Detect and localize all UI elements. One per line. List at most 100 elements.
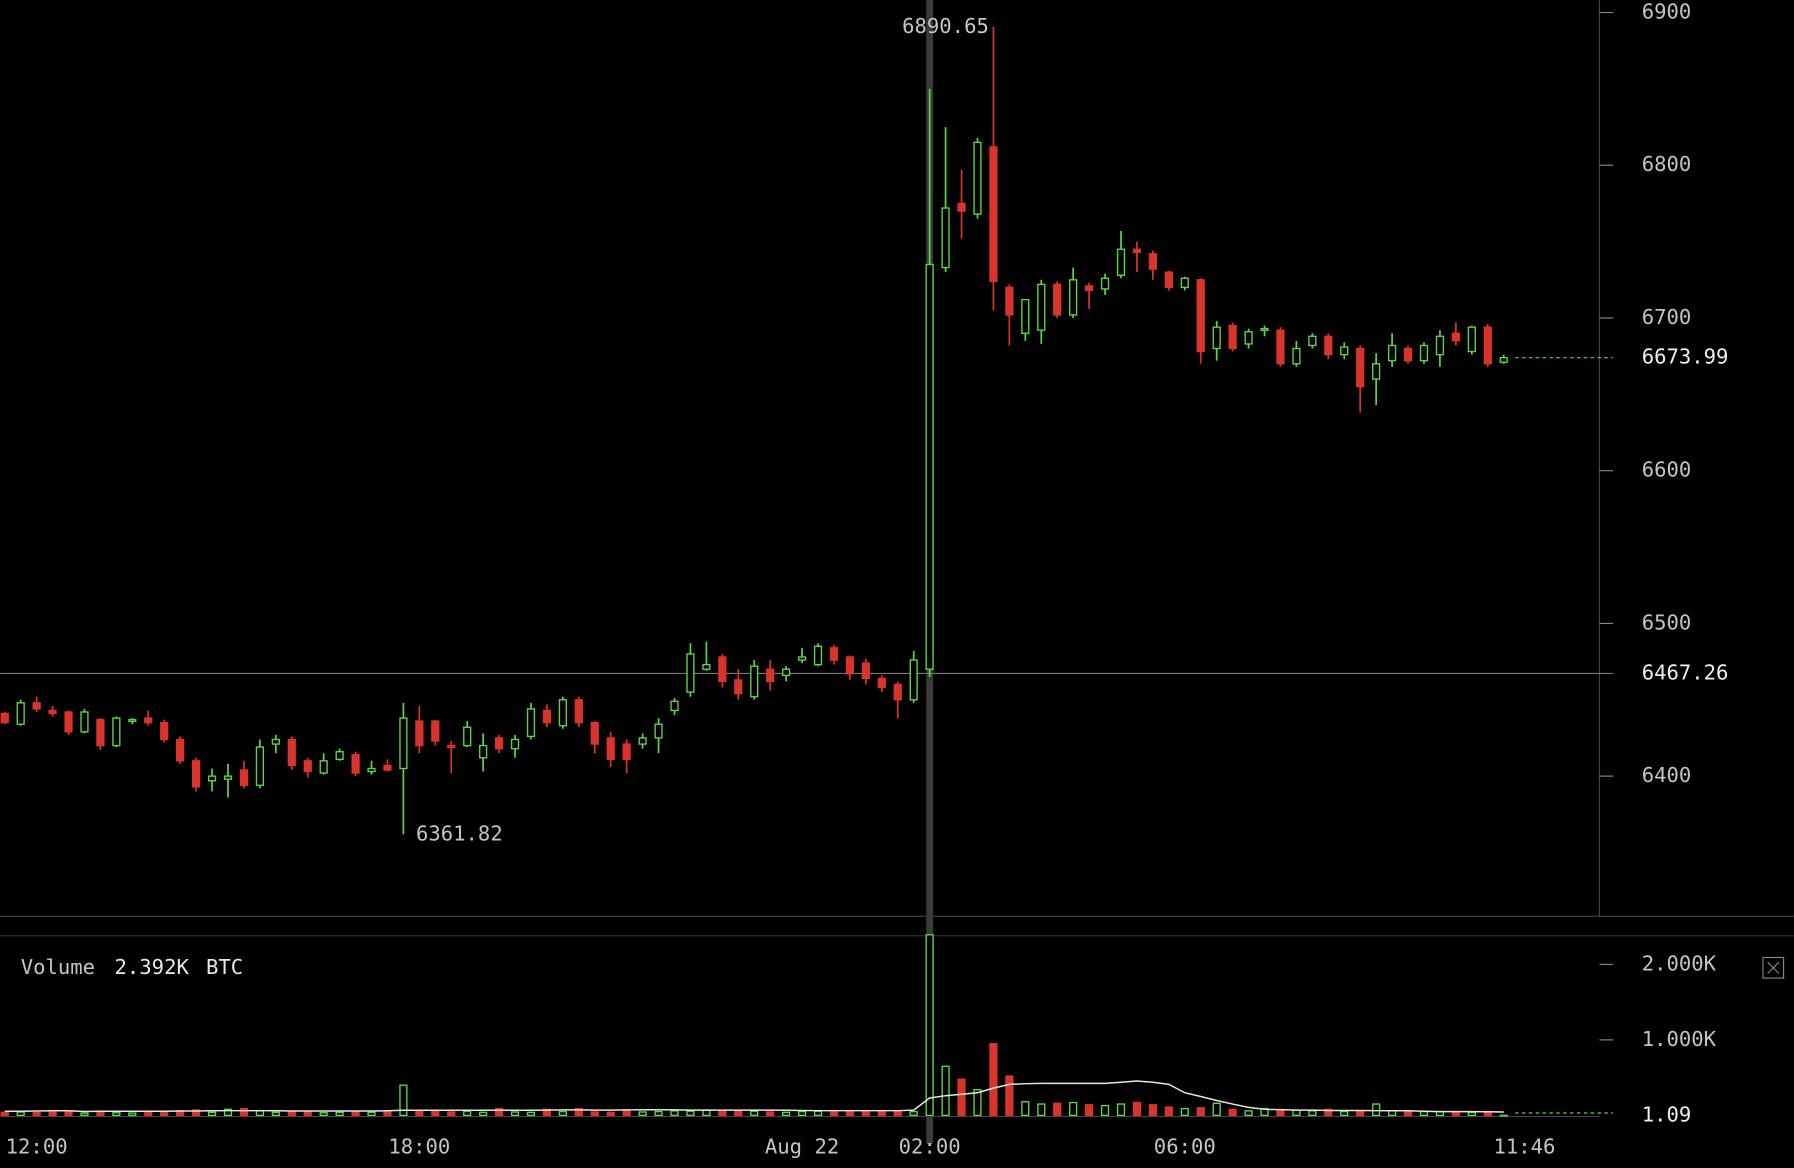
candle-body	[64, 711, 73, 733]
crosshair-price-label: 6467.26	[1642, 660, 1729, 684]
candle-body	[1212, 326, 1221, 350]
candle-body	[1419, 344, 1429, 362]
candle-body	[415, 720, 424, 747]
volume-bar	[590, 1111, 599, 1117]
candle-body	[654, 723, 663, 739]
candle-body	[1005, 286, 1014, 316]
close-box[interactable]	[1762, 956, 1785, 979]
volume-bar	[1244, 1110, 1253, 1117]
candle-body	[1260, 327, 1269, 332]
volume-bar	[1164, 1106, 1173, 1117]
volume-bar	[351, 1110, 360, 1117]
candle-body	[813, 645, 823, 666]
candle-body	[128, 718, 137, 723]
candle-body	[479, 744, 488, 759]
volume-bar	[1005, 1075, 1014, 1117]
candle-body	[670, 700, 679, 712]
candle-body	[48, 709, 57, 715]
volume-bar	[1069, 1101, 1078, 1117]
volume-bar	[1084, 1104, 1094, 1117]
close-x[interactable]	[1767, 961, 1780, 974]
volume-bar	[893, 1110, 902, 1117]
candle-body	[909, 659, 918, 701]
candle-body	[1387, 344, 1397, 362]
x-tick-label: 12:00	[6, 1134, 68, 1158]
volume-bar	[813, 1110, 823, 1117]
volume-bar	[1292, 1109, 1301, 1117]
candle-body	[1451, 332, 1461, 342]
volume-bar	[782, 1111, 791, 1117]
volume-bar	[1499, 1114, 1508, 1117]
candle-body	[766, 668, 775, 683]
candle-body	[829, 647, 839, 661]
volume-bar	[447, 1111, 456, 1117]
x-tick-label: Aug 22	[765, 1134, 839, 1158]
volume-bar	[463, 1110, 472, 1117]
y-tick-label: 6400	[1642, 763, 1692, 787]
volume-bar	[191, 1109, 201, 1117]
volume-bar	[160, 1110, 169, 1117]
candle-body	[734, 679, 743, 695]
volume-bar	[1324, 1108, 1333, 1117]
high-annotation: 6890.65	[902, 14, 989, 38]
candle-body	[399, 717, 408, 770]
volume-bar	[16, 1111, 25, 1117]
volume-bar	[638, 1111, 647, 1117]
candle-body	[463, 726, 472, 747]
last-volume-label: 1.09	[1642, 1102, 1692, 1126]
candle-body	[1276, 329, 1285, 365]
candle-body	[1148, 253, 1158, 270]
candle-body	[335, 751, 344, 761]
volume-bar	[0, 1111, 9, 1117]
volume-bar	[64, 1110, 73, 1117]
candle-body	[1069, 279, 1078, 316]
candle-body	[287, 738, 296, 767]
candle-body	[319, 760, 328, 774]
volume-bar	[941, 1065, 950, 1117]
candle-body	[638, 737, 647, 745]
volume-bar	[1419, 1110, 1429, 1117]
candle-body	[510, 738, 520, 750]
volume-bar	[1228, 1108, 1237, 1117]
candle-body	[542, 709, 552, 724]
x-tick-label: 18:00	[388, 1134, 450, 1158]
volume-bar	[287, 1110, 296, 1117]
volume-bar	[925, 934, 934, 1117]
candle-body	[750, 665, 759, 698]
low-annotation: 6361.82	[416, 821, 503, 845]
candle-body	[1435, 335, 1445, 356]
volume-bar	[1340, 1110, 1349, 1117]
y-tick-label: 6900	[1642, 0, 1692, 24]
candle-body	[1308, 335, 1317, 347]
volume-bar	[1467, 1111, 1476, 1117]
volume-bar	[479, 1111, 488, 1117]
volume-bar	[415, 1110, 424, 1117]
candle-body	[1499, 357, 1508, 363]
candle-body	[877, 677, 886, 689]
candle-body	[1196, 279, 1205, 353]
volume-bar	[957, 1078, 966, 1117]
volume-bar	[574, 1107, 583, 1117]
volume-bar	[670, 1110, 679, 1117]
close-button[interactable]	[1762, 956, 1785, 979]
volume-bar	[494, 1107, 504, 1117]
candle-body	[160, 721, 169, 741]
candle-body	[1340, 346, 1349, 356]
volume-bar	[1116, 1103, 1126, 1117]
volume-bar	[1132, 1101, 1142, 1117]
candle-body	[622, 743, 631, 761]
candle-body	[1244, 331, 1253, 345]
candle-body	[1164, 271, 1173, 289]
volume-bar	[1196, 1107, 1205, 1117]
candle-body	[239, 769, 249, 786]
candle-body	[32, 702, 41, 710]
volume-bar	[128, 1112, 137, 1117]
x-tick-label: 02:00	[899, 1134, 961, 1158]
volume-bar	[909, 1110, 918, 1117]
candle-body	[1324, 335, 1333, 356]
volume-bar	[1148, 1104, 1158, 1117]
candle-body	[1292, 347, 1301, 365]
y-tick-label: 6500	[1642, 610, 1692, 634]
